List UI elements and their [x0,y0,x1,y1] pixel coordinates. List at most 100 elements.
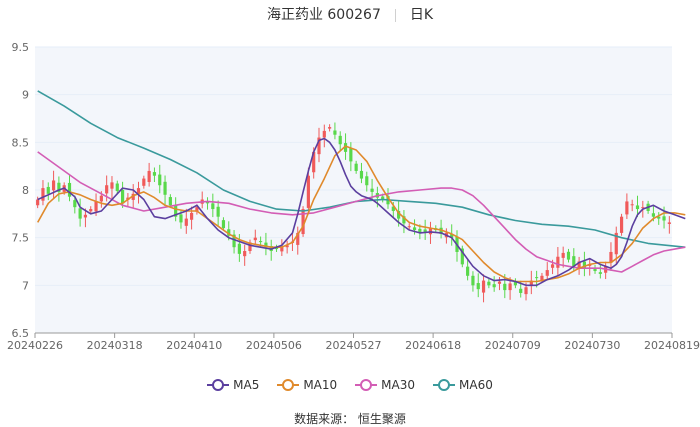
candle-body [397,210,401,219]
candle-body [561,252,565,258]
candle-body [381,196,385,200]
candle-body [657,216,661,219]
period-label: 日K [409,7,434,23]
legend-item-ma30[interactable]: MA30 [355,376,415,394]
legend-label-ma5: MA5 [233,378,260,392]
candle-body [301,209,305,235]
candle-body [466,266,470,276]
y-tick-label: 8 [22,184,29,197]
candle-body [216,206,220,217]
legend-item-ma60[interactable]: MA60 [433,376,493,394]
candle-body [221,220,226,229]
candle-body [248,242,252,252]
candle-body [73,200,77,208]
candle-body [158,174,162,186]
candle-body [572,256,576,267]
y-tick-label: 9.5 [12,41,30,54]
legend-item-ma5[interactable]: MA5 [207,376,259,394]
candle-body [253,237,257,241]
legend: MA5 MA10 MA30 MA60 [0,376,700,394]
candle-body [338,135,342,145]
candle-body [51,180,56,191]
candle-body [641,207,645,209]
ma-line-ma10 [37,145,686,283]
candle-body [136,188,141,194]
candle-body [94,201,98,212]
x-tick-label: 20240527 [326,339,382,352]
stock-name: 海正药业 600267 [266,7,381,23]
ma60-swatch-icon [433,379,456,391]
candle-body [190,212,194,220]
candle-body [115,183,119,191]
ma-line-ma5 [37,137,686,287]
x-tick-label: 20240709 [485,339,541,352]
candle-body [625,201,629,215]
candle-body [614,232,618,255]
candle-body [450,234,454,238]
candle-body [370,188,374,192]
y-tick-label: 7.5 [12,232,30,245]
candle-body [99,195,103,202]
candle-body [598,272,602,274]
candle-body [343,143,348,152]
y-tick-label: 7 [22,279,29,292]
candle-body [57,182,61,192]
candle-body [662,216,666,221]
candle-body [497,281,502,284]
candle-body [519,288,523,293]
candle-body [529,280,533,287]
candle-body [492,284,496,288]
candle-body [243,251,247,257]
candle-body [476,283,480,290]
candle-body [540,275,544,280]
ma30-swatch-icon [355,379,378,391]
candle-body [550,264,555,268]
candle-body [78,208,82,219]
candle-body [359,170,364,179]
candle-body [481,280,486,293]
candle-body [163,181,167,195]
candle-body [609,251,613,263]
candle-body [312,151,316,173]
chart-title: 海正药业 600267 日K [0,4,700,26]
candle-body [195,207,199,212]
candle-body [280,247,284,252]
candle-body [41,188,45,201]
candle-body [227,229,231,236]
candle-body [205,201,210,204]
candle-body [296,232,300,245]
candle-body [306,175,310,208]
candle-body [508,283,512,291]
legend-item-ma10[interactable]: MA10 [277,376,337,394]
candle-body [635,205,640,210]
y-tick-label: 8.5 [12,136,30,149]
candle-body [354,163,358,171]
candle-body [556,256,560,268]
x-tick-label: 20240819 [644,339,700,352]
candle-body [168,197,172,206]
candle-body [582,261,587,269]
candle-body [174,205,178,217]
title-separator [394,8,396,22]
candle-body [391,206,395,211]
candle-body [147,170,151,182]
candle-body [317,137,321,155]
candle-body [285,245,289,248]
candle-body [46,186,50,194]
candle-body [513,281,517,286]
candle-body [577,261,581,269]
candle-body [237,243,241,254]
candle-body [412,227,417,231]
candle-body [651,213,656,217]
candle-body [322,130,326,138]
candle-body [487,281,491,286]
candle-body [423,229,427,232]
candle-body [152,172,157,176]
y-tick-label: 9 [22,89,29,102]
candle-body [179,214,183,223]
candle-body [333,130,337,135]
candle-body [471,275,475,286]
candle-body [110,182,114,189]
candle-body [619,216,624,233]
